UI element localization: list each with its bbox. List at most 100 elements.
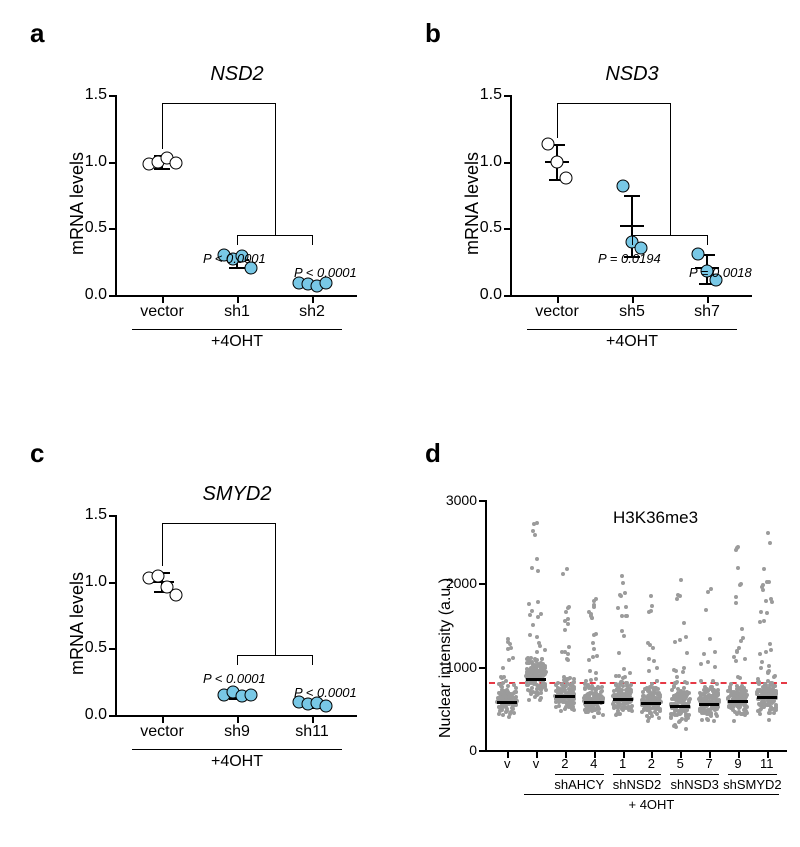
scatterdot	[739, 639, 743, 643]
xtick-label: 2	[561, 750, 568, 771]
scatterdot	[736, 566, 740, 570]
xtick-label: 2	[648, 750, 655, 771]
scatterdot	[597, 693, 601, 697]
scatterdot	[647, 669, 651, 673]
scatterdot	[572, 680, 576, 684]
scatterdot	[616, 606, 620, 610]
xtick-label: v	[504, 750, 511, 771]
scatterdot	[595, 654, 599, 658]
scatterdot	[511, 707, 515, 711]
xtick-label: sh11	[295, 715, 329, 741]
datapoint	[169, 589, 182, 602]
plot-title-b: NSD3	[512, 63, 752, 86]
scatterdot	[703, 697, 707, 701]
scatterdot	[630, 704, 634, 708]
datapoint	[560, 171, 573, 184]
scatterdot	[588, 705, 592, 709]
panel-letter-a: a	[30, 18, 44, 49]
scatterdot	[652, 659, 656, 663]
group-line	[670, 774, 719, 775]
scatterdot	[682, 621, 686, 625]
scatterdot	[526, 669, 530, 673]
scatterdot	[740, 712, 744, 716]
datapoint	[244, 689, 257, 702]
scatterdot	[649, 711, 653, 715]
scatterdot	[657, 716, 661, 720]
scatterdot	[536, 615, 540, 619]
scatterdot	[601, 713, 605, 717]
datapoint	[169, 157, 182, 170]
scatterdot	[566, 622, 570, 626]
scatterdot	[706, 718, 710, 722]
scatterdot	[738, 583, 742, 587]
bracket	[162, 523, 275, 524]
scatterdot	[673, 640, 677, 644]
xtick-label: 4	[590, 750, 597, 771]
scatterdot	[625, 614, 629, 618]
scatterdot	[583, 686, 587, 690]
scatterdot	[524, 674, 528, 678]
scatterdot	[556, 699, 560, 703]
bracket	[557, 103, 670, 104]
scatterdot	[681, 670, 685, 674]
scatterdot	[647, 695, 651, 699]
bracket	[312, 235, 313, 245]
bracket	[162, 103, 163, 149]
scatterdot	[708, 637, 712, 641]
xtick-label: 1	[619, 750, 626, 771]
scatterdot	[680, 708, 684, 712]
bracket	[632, 235, 633, 245]
scatterdot	[702, 688, 706, 692]
bracket	[707, 235, 708, 245]
xtick-label: sh9	[224, 715, 250, 741]
scatterdot	[592, 603, 596, 607]
scatterdot	[527, 602, 531, 606]
scatterdot	[621, 581, 625, 585]
scatterdot	[760, 660, 764, 664]
scatterdot	[531, 529, 535, 533]
scatterdot	[738, 676, 742, 680]
bracket	[237, 655, 238, 665]
scatterdot	[646, 719, 650, 723]
scatterdot	[592, 715, 596, 719]
scatterdot	[627, 689, 631, 693]
scatterdot	[744, 693, 748, 697]
scatterdot	[655, 666, 659, 670]
scatterdot	[619, 688, 623, 692]
xtick-label: v	[533, 750, 540, 771]
scatterdot	[731, 708, 735, 712]
median-bar	[757, 696, 777, 699]
scatterdot	[758, 652, 762, 656]
scatterdot	[539, 666, 543, 670]
bracket	[162, 103, 275, 104]
scatterdot	[588, 669, 592, 673]
scatterdot	[761, 583, 765, 587]
scatterdot	[561, 572, 565, 576]
ylabel-d: Nuclear intensity (a.u.)	[437, 577, 455, 737]
scatterdot	[726, 689, 730, 693]
plot-c: SMYD2mRNA levels0.00.51.01.5vectorsh9sh1…	[115, 515, 357, 717]
bracket	[670, 103, 671, 235]
scatterdot	[712, 719, 716, 723]
scatterdot	[588, 692, 592, 696]
scatterdot	[592, 647, 596, 651]
pvalue: P < 0.0001	[294, 685, 357, 700]
scatterdot	[672, 684, 676, 688]
plot-title-c: SMYD2	[117, 483, 357, 506]
pvalue: P = 0.0018	[689, 265, 752, 280]
scatterdot	[773, 689, 777, 693]
scatterdot	[765, 580, 769, 584]
scatterdot	[672, 724, 676, 728]
scatterdot	[759, 610, 763, 614]
median-bar	[728, 700, 748, 703]
scatterdot	[509, 646, 513, 650]
scatterdot	[735, 684, 739, 688]
scatterdot	[530, 609, 534, 613]
treatment-line	[132, 749, 342, 750]
treatment-label: + 4OHT	[628, 797, 674, 812]
scatterdot	[538, 698, 542, 702]
scatterdot	[765, 611, 769, 615]
bracket	[275, 103, 276, 235]
datapoint	[617, 179, 630, 192]
scatterdot	[680, 701, 684, 705]
